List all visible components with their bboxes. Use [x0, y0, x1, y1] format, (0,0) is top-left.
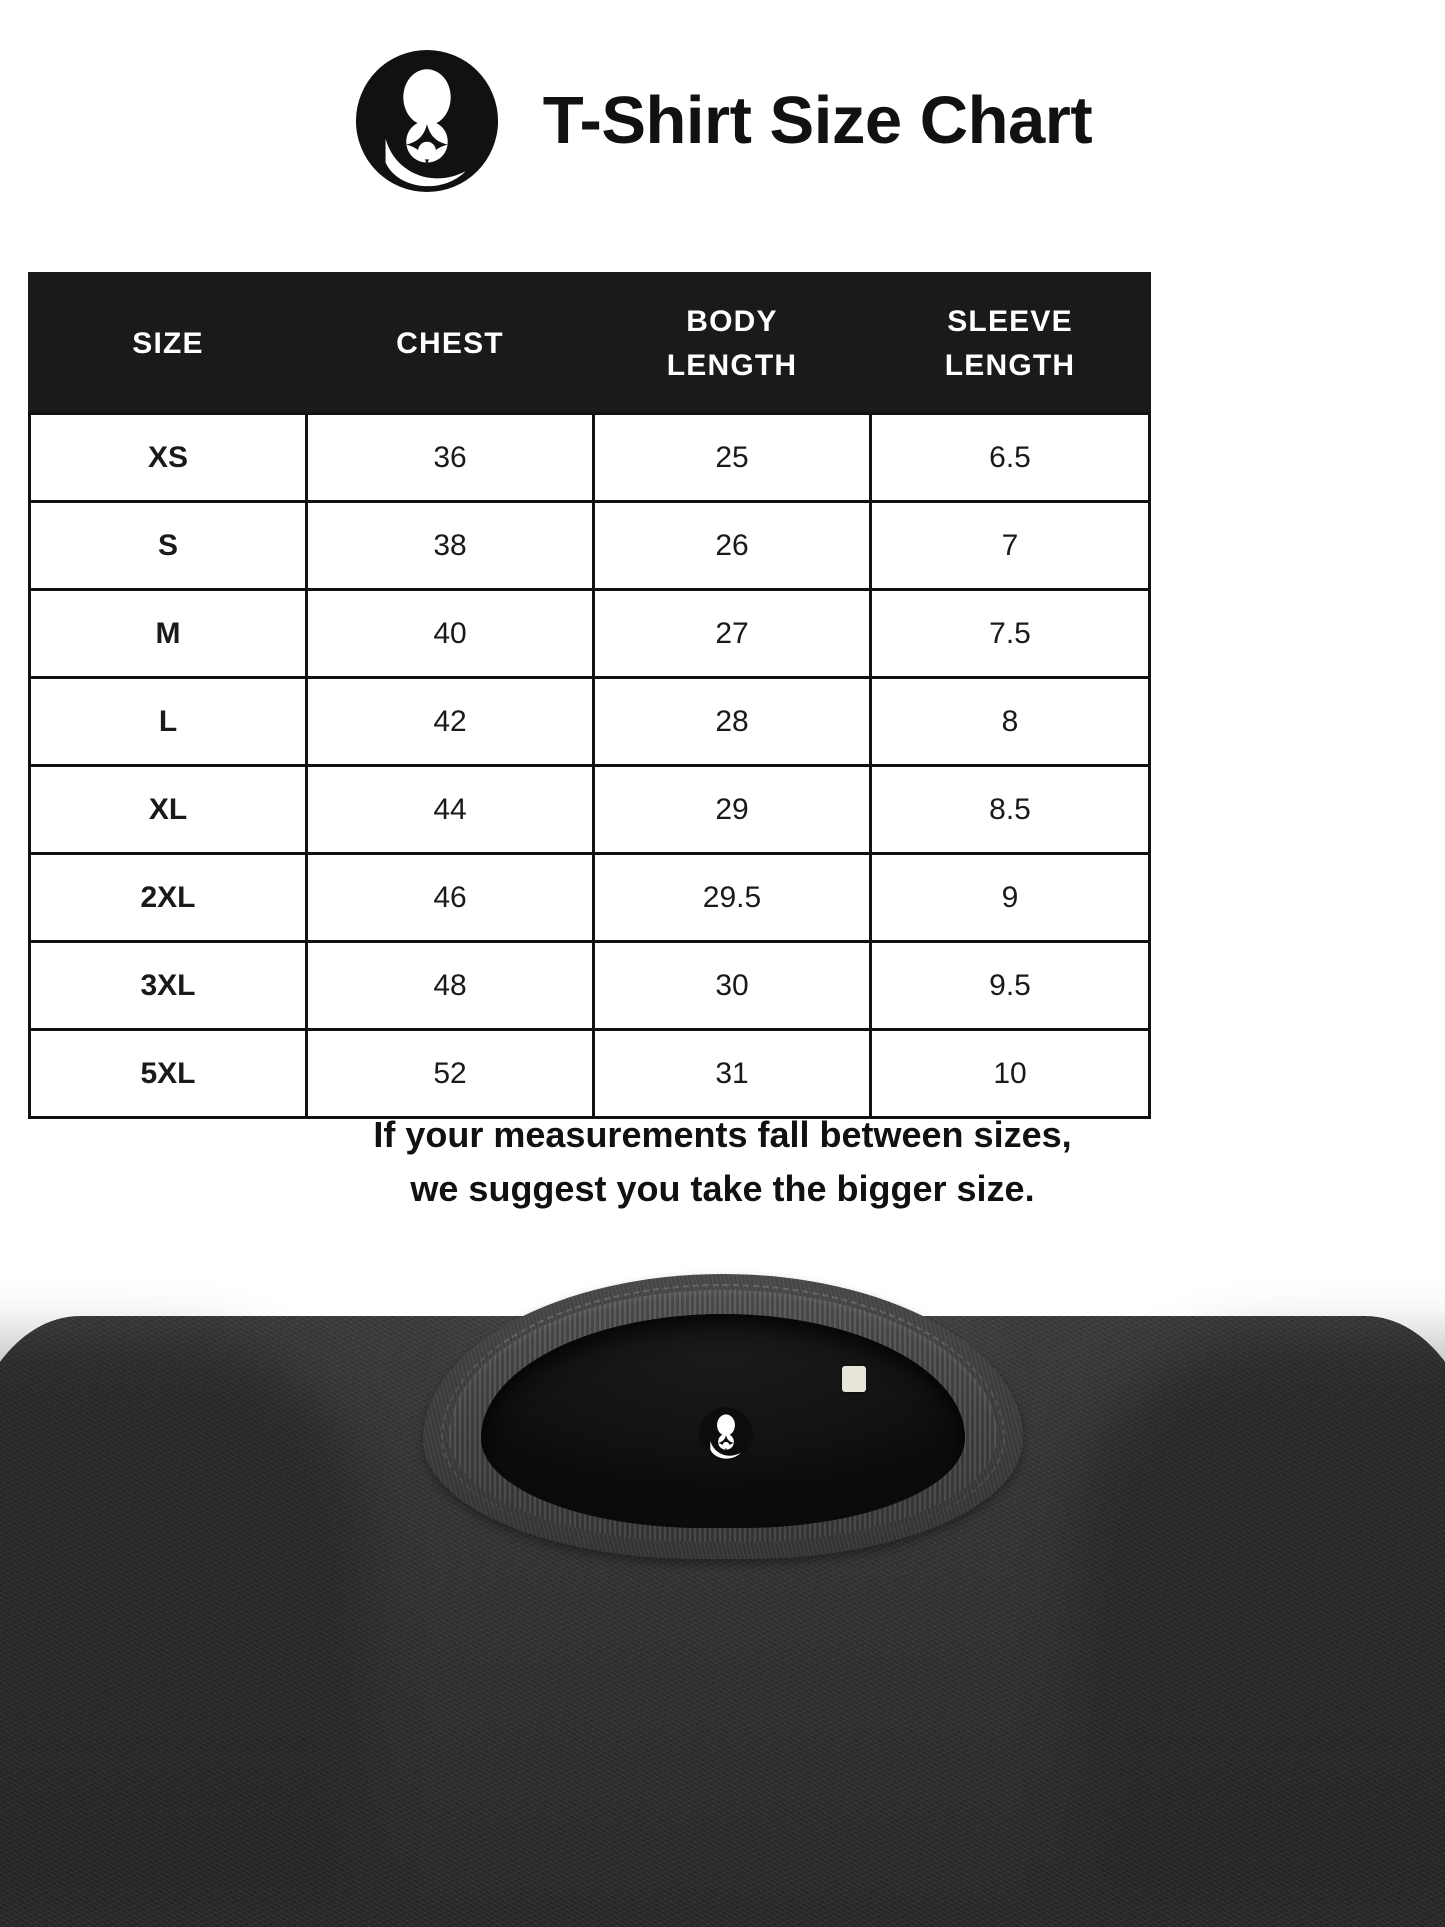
cell-body-length: 31: [592, 1028, 872, 1119]
cell-chest: 46: [305, 852, 595, 943]
person-circle-logo-icon: [353, 47, 501, 195]
cell-chest: 38: [305, 500, 595, 591]
cell-chest: 48: [305, 940, 595, 1031]
cell-size: 3XL: [28, 940, 308, 1031]
cell-body-length: 30: [592, 940, 872, 1031]
cell-sleeve-length: 9.5: [869, 940, 1151, 1031]
table-row: 5XL 52 31 10: [28, 1028, 1151, 1119]
cell-size: XL: [28, 764, 308, 855]
cell-sleeve-length: 10: [869, 1028, 1151, 1119]
cell-size: 2XL: [28, 852, 308, 943]
table-row: M 40 27 7.5: [28, 588, 1151, 679]
cell-sleeve-length: 8.5: [869, 764, 1151, 855]
cell-chest: 36: [305, 412, 595, 503]
cell-body-length: 25: [592, 412, 872, 503]
table-row: 3XL 48 30 9.5: [28, 940, 1151, 1031]
column-header-body-length: BODY LENGTH: [592, 272, 872, 415]
column-header-chest: CHEST: [305, 272, 595, 415]
size-table: SIZE CHEST BODY LENGTH SLEEVE LENGTH: [28, 272, 1151, 1119]
cell-body-length: 27: [592, 588, 872, 679]
page-header: T-Shirt Size Chart: [0, 38, 1445, 203]
table-row: S 38 26 7: [28, 500, 1151, 591]
cell-sleeve-length: 9: [869, 852, 1151, 943]
cell-size: M: [28, 588, 308, 679]
cell-sleeve-length: 7.5: [869, 588, 1151, 679]
tshirt-shoulder-left: [0, 1338, 370, 1898]
cell-sleeve-length: 7: [869, 500, 1151, 591]
column-header-size: SIZE: [28, 272, 308, 415]
cell-size: S: [28, 500, 308, 591]
cell-size: L: [28, 676, 308, 767]
column-header-body-length-line2: LENGTH: [666, 348, 798, 382]
table-row: L 42 28 8: [28, 676, 1151, 767]
sizing-note-line2: we suggest you take the bigger size.: [410, 1168, 1035, 1209]
table-header: SIZE CHEST BODY LENGTH SLEEVE LENGTH: [28, 272, 1151, 415]
table-row: XS 36 25 6.5: [28, 412, 1151, 503]
sizing-note: If your measurements fall between sizes,…: [0, 1108, 1445, 1216]
cell-sleeve-length: 6.5: [869, 412, 1151, 503]
cell-body-length: 29: [592, 764, 872, 855]
cell-size: 5XL: [28, 1028, 308, 1119]
table-row: 2XL 46 29.5 9: [28, 852, 1151, 943]
tshirt-shoulder-right: [1075, 1338, 1445, 1898]
care-label-tag: [842, 1366, 866, 1392]
size-table-wrapper: SIZE CHEST BODY LENGTH SLEEVE LENGTH: [28, 272, 1151, 1119]
cell-body-length: 28: [592, 676, 872, 767]
cell-sleeve-length: 8: [869, 676, 1151, 767]
sizing-note-line1: If your measurements fall between sizes,: [373, 1114, 1072, 1155]
cell-chest: 42: [305, 676, 595, 767]
cell-chest: 40: [305, 588, 595, 679]
table-header-row: SIZE CHEST BODY LENGTH SLEEVE LENGTH: [28, 272, 1151, 415]
column-header-body-length-line1: BODY: [686, 305, 778, 338]
table-row: XL 44 29 8.5: [28, 764, 1151, 855]
person-circle-logo-icon: [698, 1406, 754, 1462]
cell-size: XS: [28, 412, 308, 503]
column-header-sleeve-length-line2: LENGTH: [944, 348, 1076, 382]
cell-chest: 44: [305, 764, 595, 855]
column-header-chest-line1: CHEST: [396, 326, 504, 360]
cell-body-length: 26: [592, 500, 872, 591]
column-header-sleeve-length-line1: SLEEVE: [947, 305, 1073, 338]
column-header-size-line1: SIZE: [132, 326, 204, 360]
cell-chest: 52: [305, 1028, 595, 1119]
tshirt-photo: [0, 1268, 1445, 1927]
column-header-sleeve-length: SLEEVE LENGTH: [869, 272, 1151, 415]
table-body: XS 36 25 6.5 S 38 26 7 M 40 27 7.5: [28, 412, 1151, 1119]
cell-body-length: 29.5: [592, 852, 872, 943]
page-title: T-Shirt Size Chart: [542, 83, 1093, 158]
